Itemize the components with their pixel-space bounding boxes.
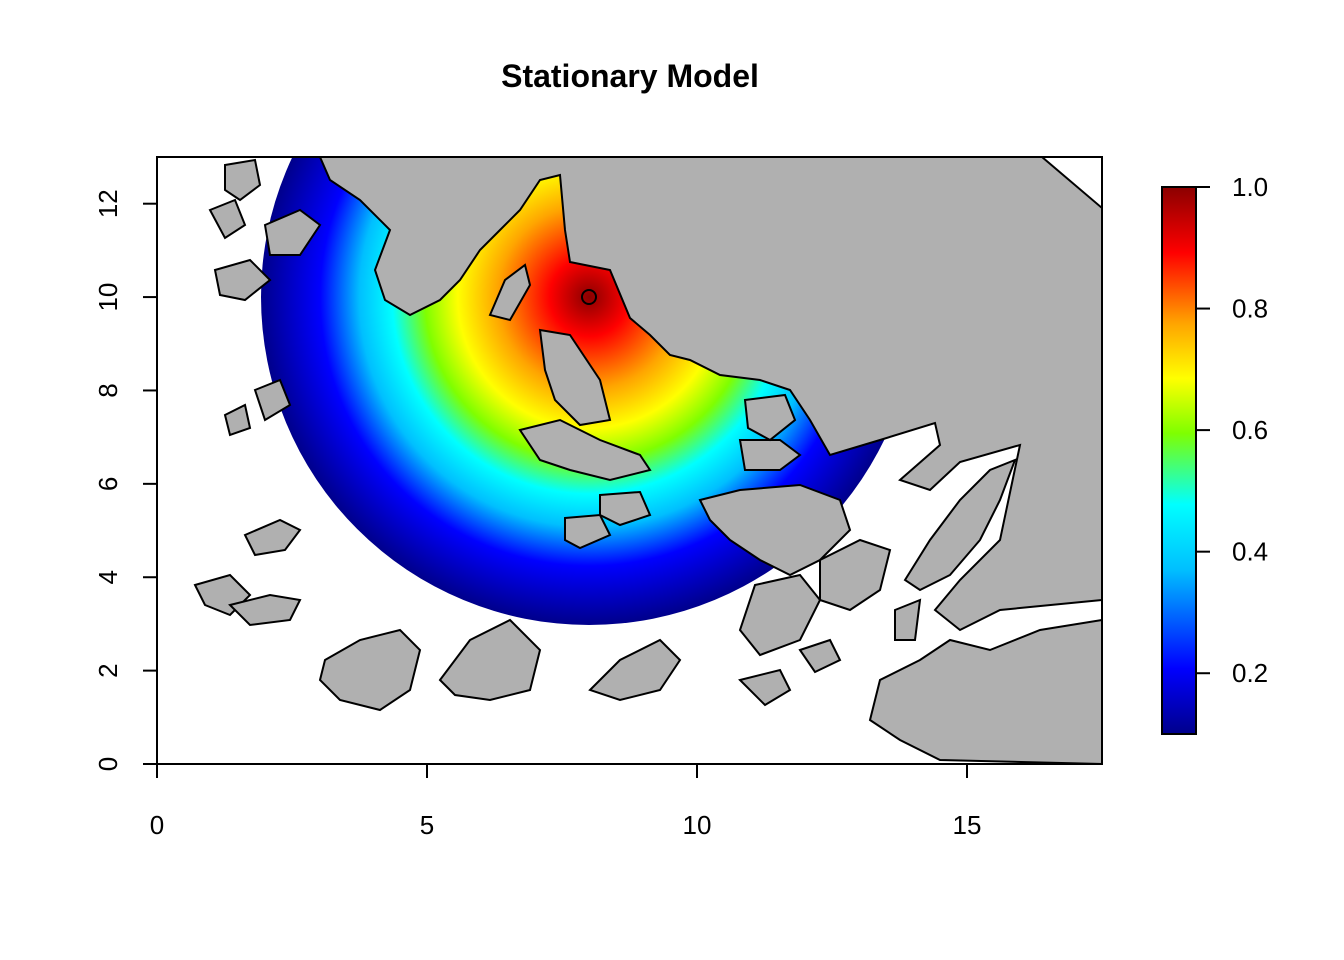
east-island bbox=[903, 458, 1017, 592]
source-point-marker bbox=[581, 289, 597, 305]
west-island-5 bbox=[223, 403, 252, 437]
west-island-1 bbox=[263, 208, 322, 256]
island-10 bbox=[743, 393, 797, 442]
y-tick-label: 4 bbox=[93, 570, 123, 584]
colorbar-tick-label: 0.8 bbox=[1232, 294, 1268, 324]
island-7 bbox=[564, 513, 612, 550]
west-island-3 bbox=[208, 198, 247, 240]
south-island-6 bbox=[243, 518, 302, 557]
island-3 bbox=[819, 538, 892, 612]
y-tick-label: 10 bbox=[93, 283, 123, 312]
west-island-2 bbox=[213, 258, 272, 302]
x-tick-label: 5 bbox=[420, 810, 434, 840]
south-island-5 bbox=[228, 593, 302, 627]
corner-triangle bbox=[1040, 157, 1102, 210]
colorbar bbox=[1161, 186, 1197, 735]
y-tick-label: 0 bbox=[93, 757, 123, 771]
y-tick-label: 12 bbox=[93, 189, 123, 218]
y-tick-label: 6 bbox=[93, 477, 123, 491]
colorbar-axis: 0.2 0.4 0.6 0.8 1.0 bbox=[1196, 172, 1268, 688]
south-island-7 bbox=[738, 668, 792, 707]
x-tick-label: 15 bbox=[953, 810, 982, 840]
x-axis: 0 5 10 15 bbox=[150, 763, 982, 840]
south-island-9 bbox=[894, 598, 922, 641]
chart-title: Stationary Model bbox=[501, 58, 759, 94]
south-island-8 bbox=[798, 638, 842, 674]
island-9 bbox=[738, 439, 802, 471]
colorbar-tick-label: 0.2 bbox=[1232, 658, 1268, 688]
island-8 bbox=[488, 263, 532, 322]
colorbar-tick-label: 0.6 bbox=[1232, 415, 1268, 445]
south-island-2 bbox=[438, 618, 542, 702]
x-tick-label: 0 bbox=[150, 810, 164, 840]
y-axis: 0 2 4 6 8 10 12 bbox=[93, 189, 158, 771]
colorbar-tick-label: 0.4 bbox=[1232, 537, 1268, 567]
island-4 bbox=[518, 418, 652, 482]
south-island-3 bbox=[588, 638, 682, 702]
southeast-land bbox=[868, 618, 1102, 764]
south-island-1 bbox=[318, 628, 422, 712]
mainland bbox=[318, 157, 1102, 632]
y-tick-label: 8 bbox=[93, 383, 123, 397]
west-island-6 bbox=[224, 158, 262, 202]
x-tick-label: 10 bbox=[683, 810, 712, 840]
island-5 bbox=[538, 328, 612, 427]
island-2 bbox=[738, 573, 822, 657]
west-island-4 bbox=[253, 378, 292, 422]
y-tick-label: 2 bbox=[93, 663, 123, 677]
island-6 bbox=[599, 490, 652, 527]
colorbar-tick-label: 1.0 bbox=[1232, 172, 1268, 202]
